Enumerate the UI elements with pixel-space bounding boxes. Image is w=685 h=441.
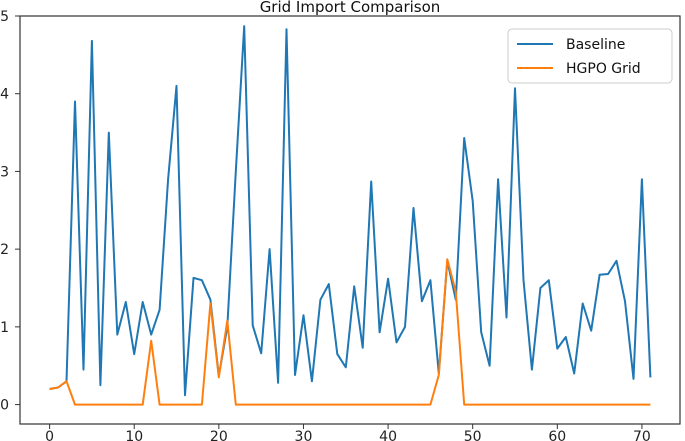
series-line-hgpo-grid <box>49 258 651 406</box>
y-axis: 0 1 2 3 4 5 <box>0 9 20 414</box>
y-tick-label: 1 <box>0 320 9 336</box>
y-tick-label: 2 <box>0 242 9 258</box>
chart-title: Grid Import Comparison <box>260 0 441 16</box>
x-tick-label: 70 <box>633 429 651 441</box>
series-line-baseline <box>49 25 652 397</box>
legend-entry: HGPO Grid <box>566 61 641 77</box>
x-tick-label: 10 <box>125 429 143 441</box>
legend-box <box>507 28 673 84</box>
x-tick-label: 50 <box>464 429 482 441</box>
y-tick-label: 0 <box>0 398 9 414</box>
x-tick-label: 60 <box>548 429 566 441</box>
y-tick-label: 3 <box>0 164 9 180</box>
plot-frame <box>19 15 681 425</box>
x-tick-label: 20 <box>210 429 228 441</box>
legend: Baseline HGPO Grid <box>507 28 673 84</box>
y-tick-label: 5 <box>0 9 9 25</box>
y-tick-label: 4 <box>0 87 9 103</box>
legend-entry: Baseline <box>566 37 625 53</box>
x-tick-label: 0 <box>45 429 54 441</box>
plot-border <box>19 15 681 425</box>
x-tick-label: 30 <box>295 429 313 441</box>
x-tick-label: 40 <box>379 429 397 441</box>
series-layer <box>49 25 652 406</box>
x-axis: 0 10 20 30 40 50 60 70 <box>45 424 651 441</box>
